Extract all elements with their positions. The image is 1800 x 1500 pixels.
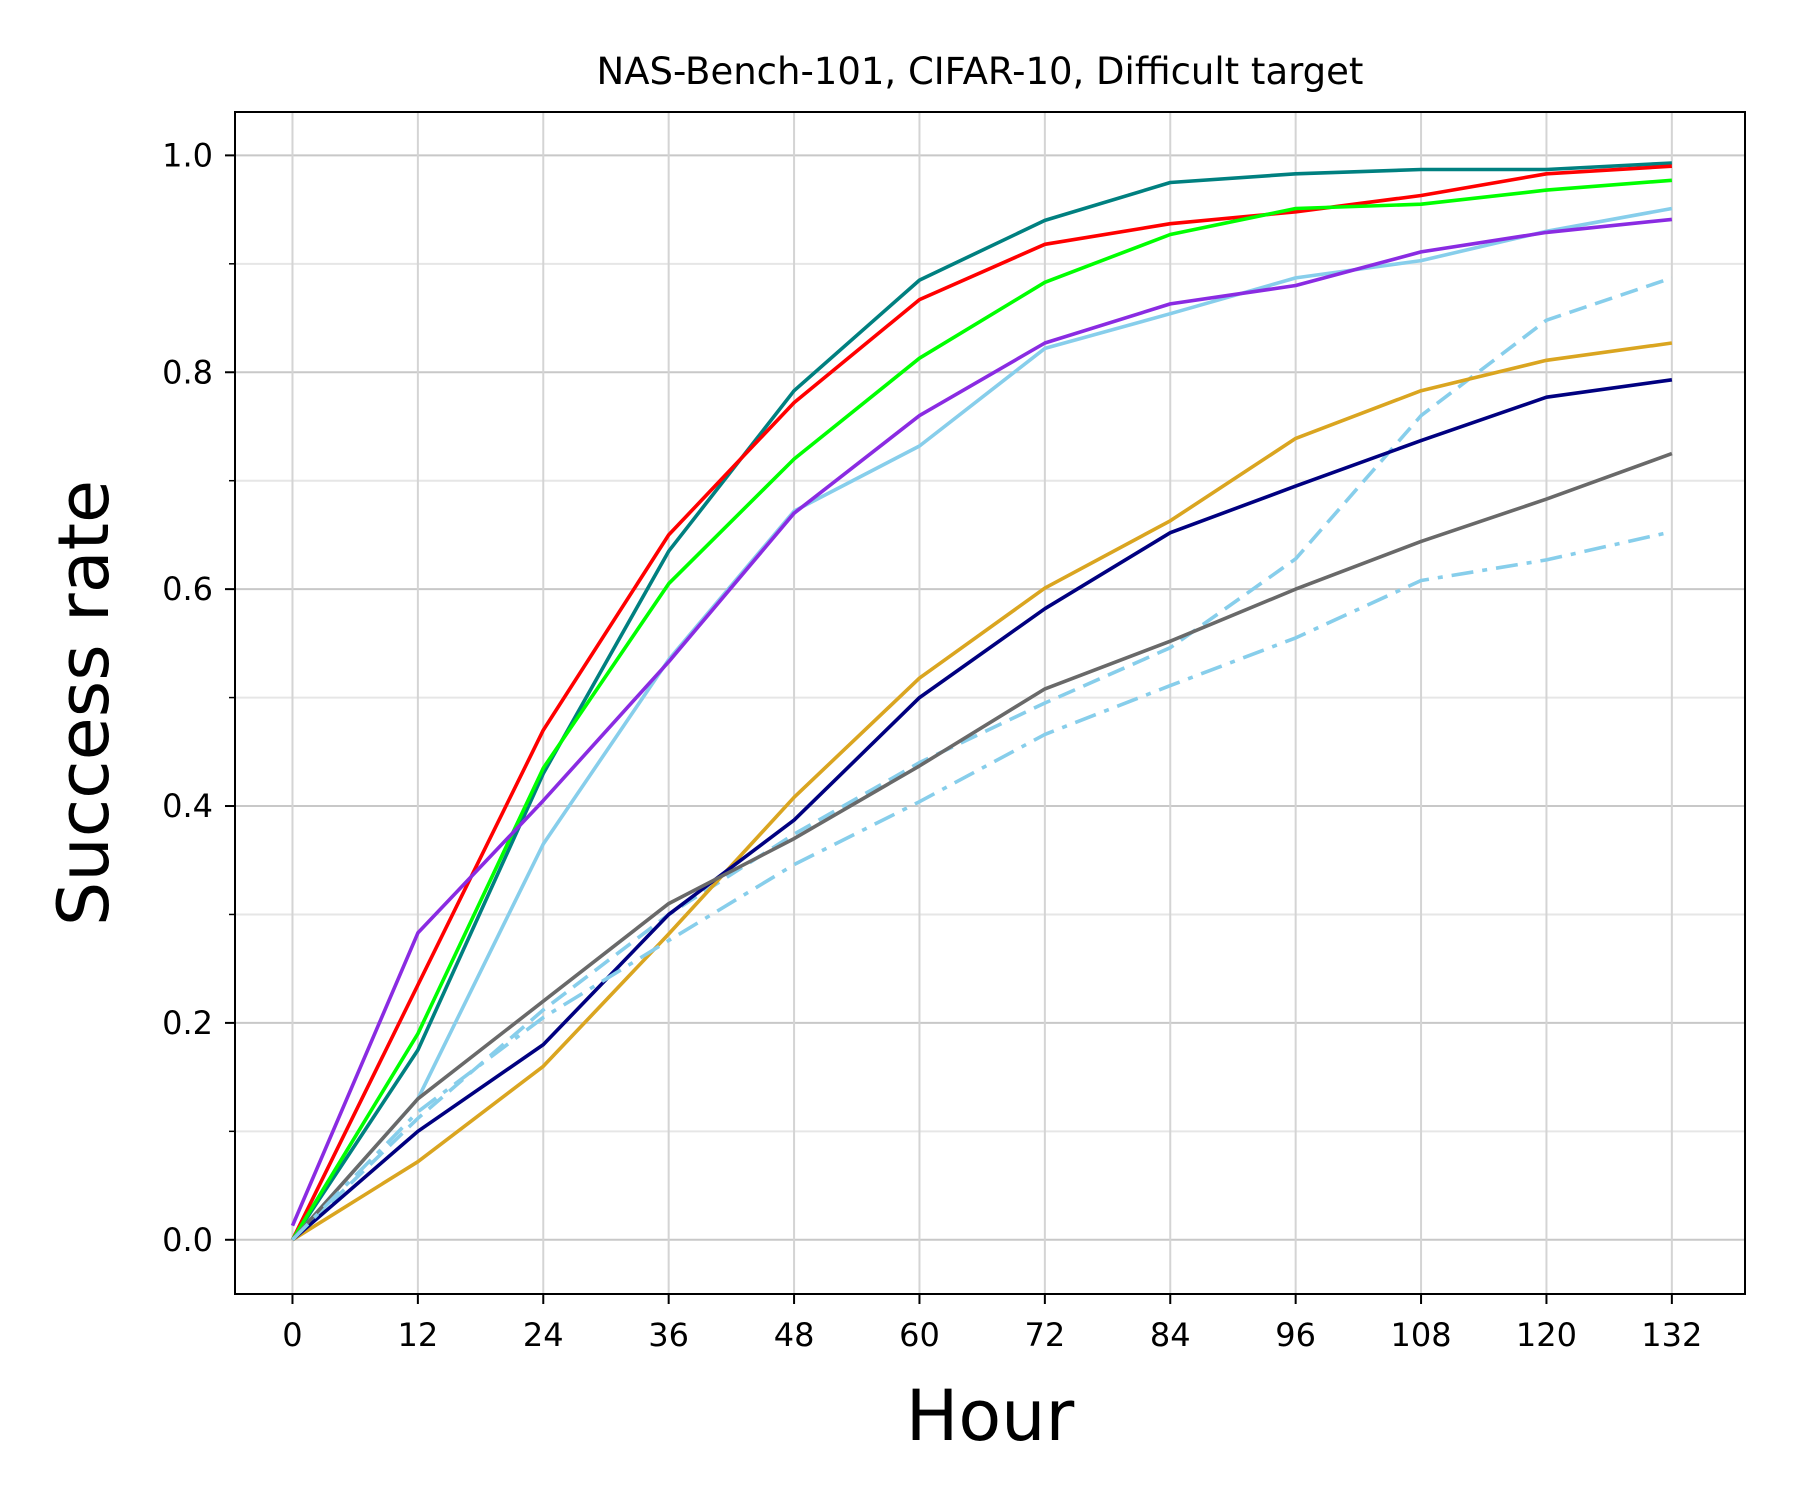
plot-frame — [234, 111, 1746, 1295]
x-tick-label: 96 — [1275, 1316, 1316, 1354]
series-lines — [290, 161, 1673, 1242]
series-line-skyblue-dashdot — [291, 529, 1673, 1242]
series-line-gray — [291, 451, 1673, 1241]
series-line-teal — [290, 161, 1672, 1241]
series-line-goldenrod — [291, 341, 1673, 1242]
x-tick-label: 48 — [774, 1316, 815, 1354]
x-tick-label: 24 — [523, 1316, 564, 1354]
x-tick-label: 0 — [282, 1316, 302, 1354]
series-line-skyblue-dashed — [291, 276, 1673, 1242]
y-tick-label: 0.6 — [162, 570, 213, 608]
chart-title: NAS-Bench-101, CIFAR-10, Difficult targe… — [597, 50, 1364, 93]
x-tick-label: 60 — [899, 1316, 940, 1354]
y-tick-label: 0.4 — [162, 787, 213, 825]
x-tick-label: 108 — [1391, 1316, 1452, 1354]
series-line-skyblue-solid — [291, 206, 1673, 1241]
y-tick-label: 1.0 — [162, 136, 213, 174]
x-tick-label: 84 — [1150, 1316, 1191, 1354]
x-tick-label: 120 — [1516, 1316, 1577, 1354]
y-tick-label: 0.0 — [162, 1221, 213, 1259]
x-axis-label: Hour — [906, 1375, 1075, 1457]
y-axis-ticks: 0.0 0.2 0.4 0.6 0.8 1.0 — [162, 136, 235, 1259]
y-tick-label: 0.2 — [162, 1004, 213, 1042]
grid — [235, 112, 1745, 1294]
x-tick-label: 72 — [1025, 1316, 1066, 1354]
x-tick-label: 132 — [1641, 1316, 1702, 1354]
series-line-navy — [291, 378, 1673, 1242]
x-tick-label: 12 — [398, 1316, 439, 1354]
y-tick-label: 0.8 — [162, 353, 213, 391]
x-tick-label: 36 — [648, 1316, 689, 1354]
series-line-red — [290, 164, 1673, 1241]
series-line-green — [290, 178, 1673, 1241]
x-axis-ticks: 0 12 24 36 48 60 72 84 96 108 120 132 — [282, 1294, 1702, 1354]
series-line-purple — [290, 217, 1673, 1227]
y-axis-label: Success rate — [43, 480, 125, 926]
